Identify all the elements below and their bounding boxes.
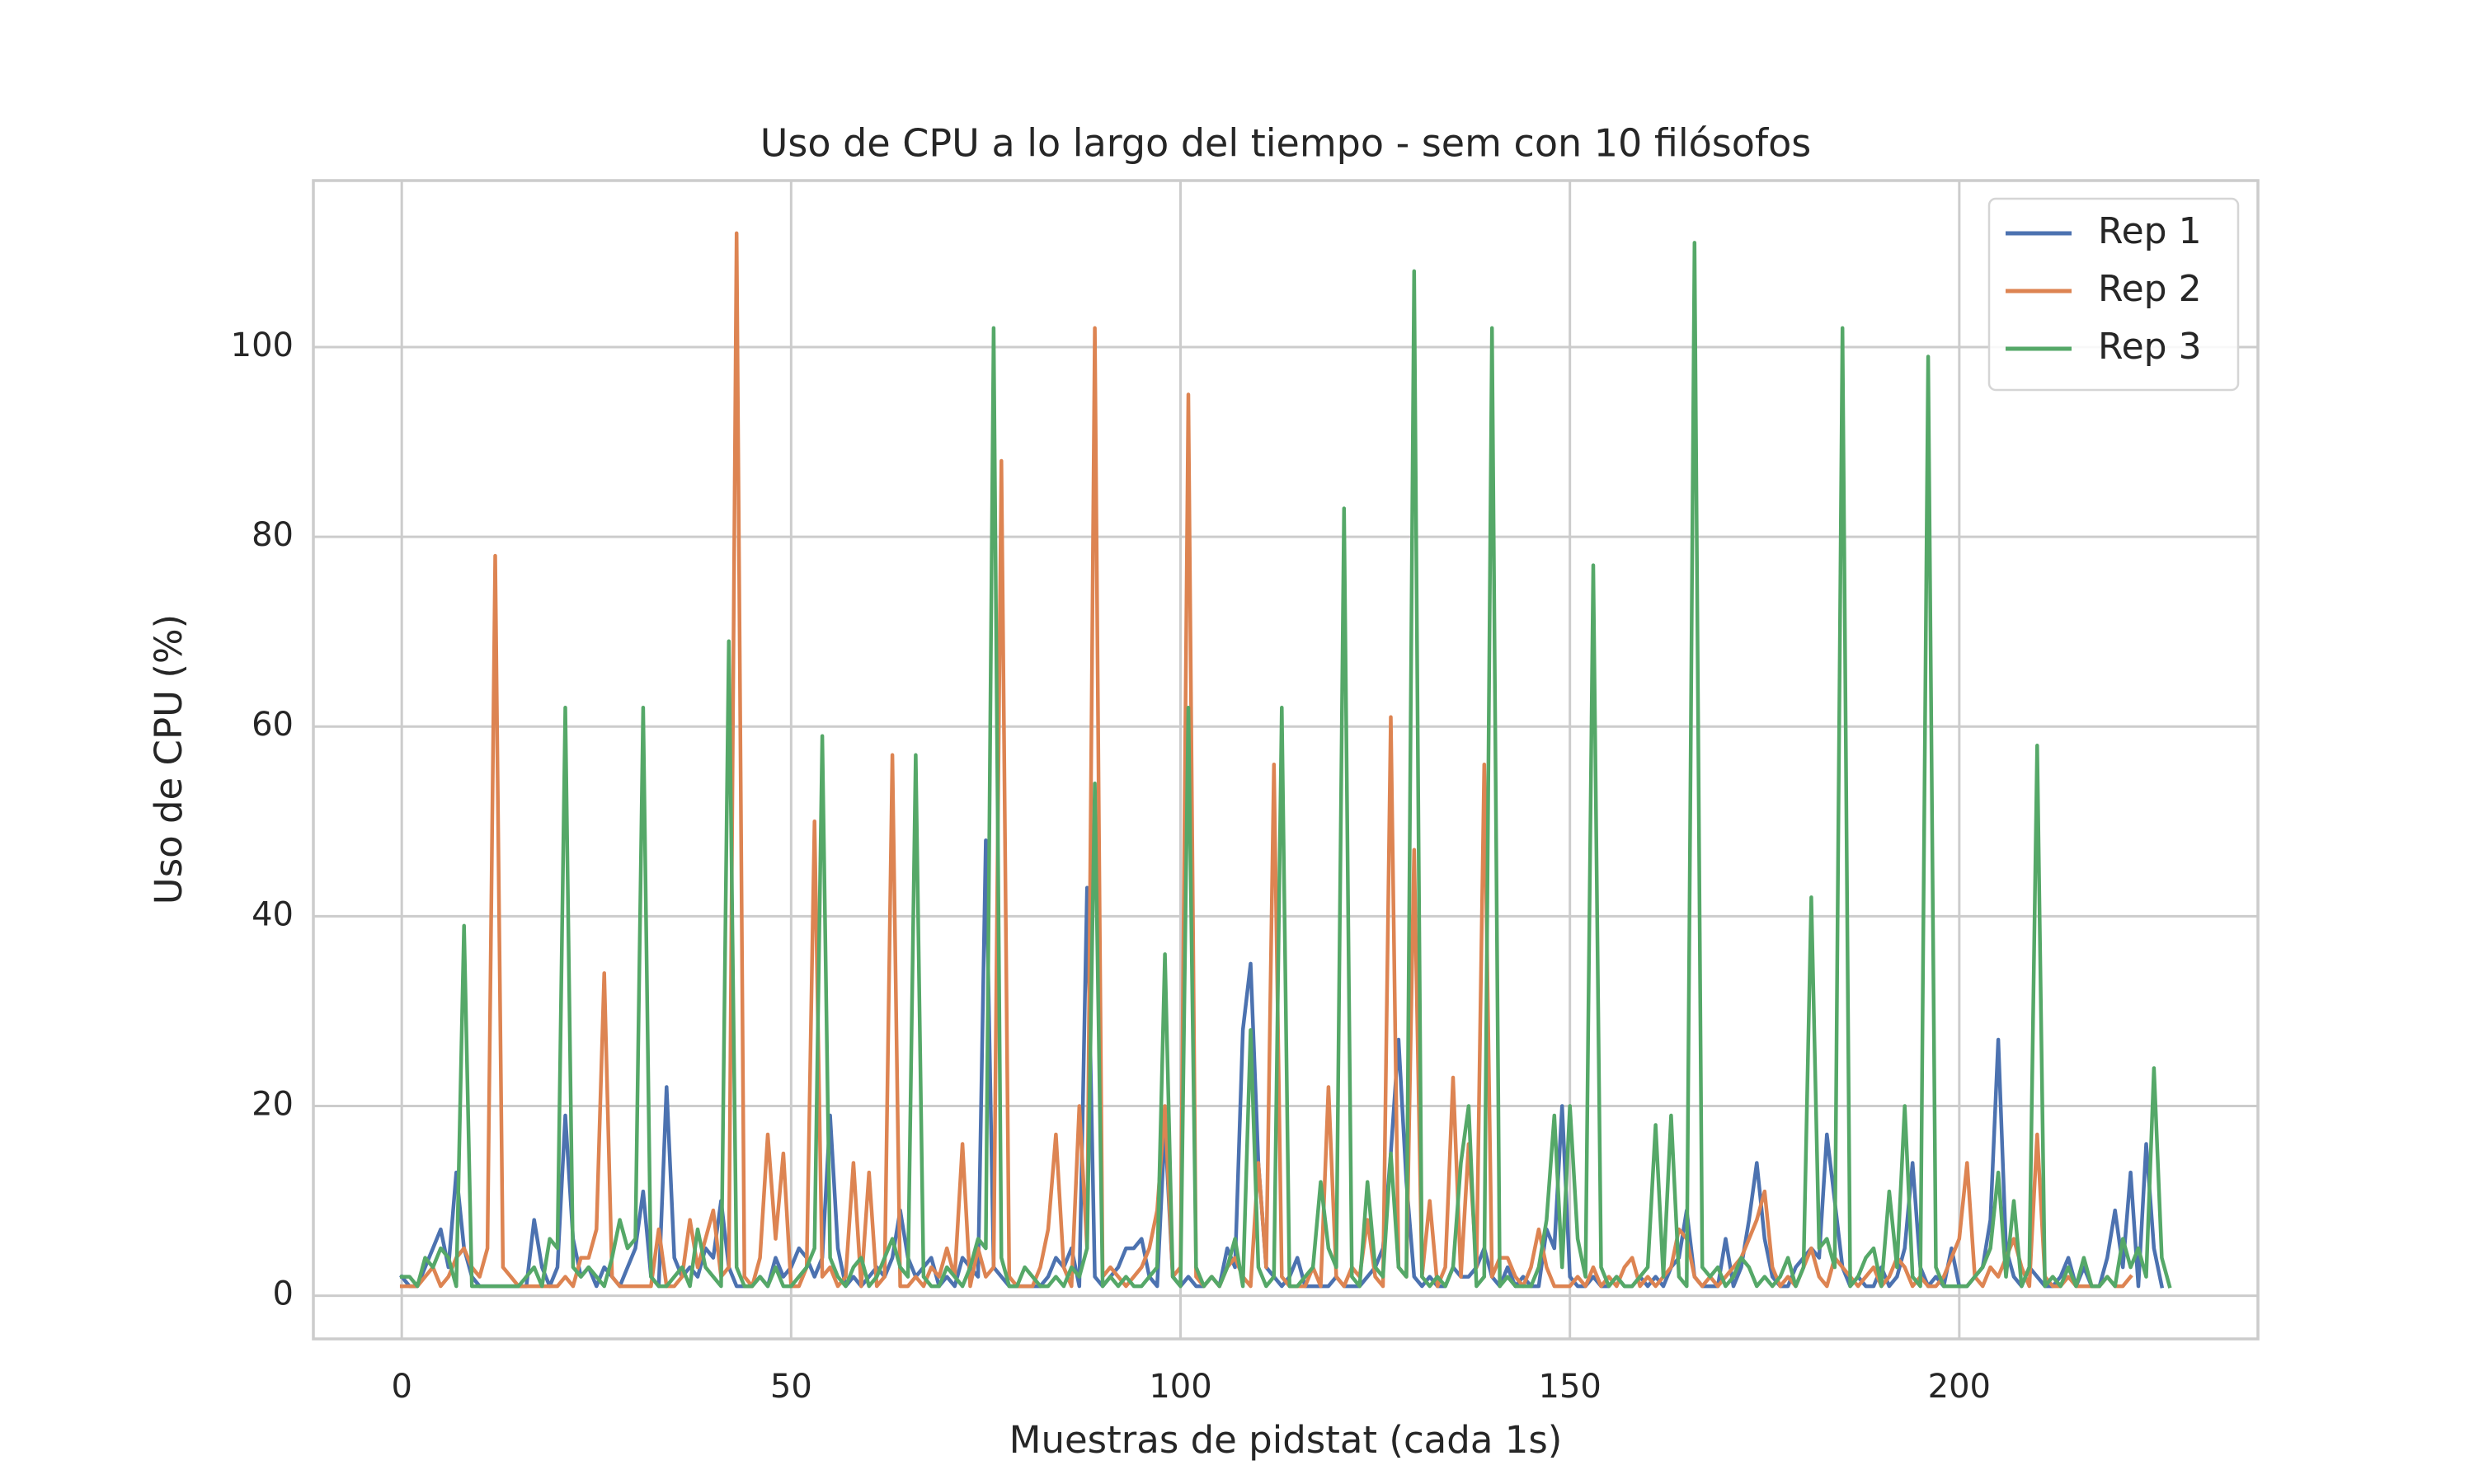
y-axis-label: Uso de CPU (%) [147,614,190,904]
series-line [399,241,2172,1289]
x-tick-label: 0 [391,1368,412,1406]
series-line [399,838,2165,1289]
y-tick-label: 0 [273,1275,294,1313]
plot-frame [312,179,2260,1341]
y-tick-label: 20 [252,1086,294,1124]
y-tick-label: 100 [231,326,294,364]
y-tick-label: 80 [252,516,294,554]
x-tick-label: 100 [1149,1368,1211,1406]
legend-label: Rep 1 [2098,210,2202,252]
series-line [399,231,2133,1289]
legend-label: Rep 3 [2098,326,2202,368]
y-tick-label: 60 [252,706,294,744]
x-axis-label: Muestras de pidstat (cada 1s) [1009,1418,1563,1462]
x-tick-label: 50 [770,1368,812,1406]
chart-title: Uso de CPU a lo largo del tiempo - sem c… [760,121,1811,166]
y-tick-label: 40 [252,895,294,933]
x-tick-label: 200 [1928,1368,1991,1406]
legend-box [1987,197,2240,392]
legend-label: Rep 2 [2098,268,2202,310]
x-tick-label: 150 [1539,1368,1602,1406]
